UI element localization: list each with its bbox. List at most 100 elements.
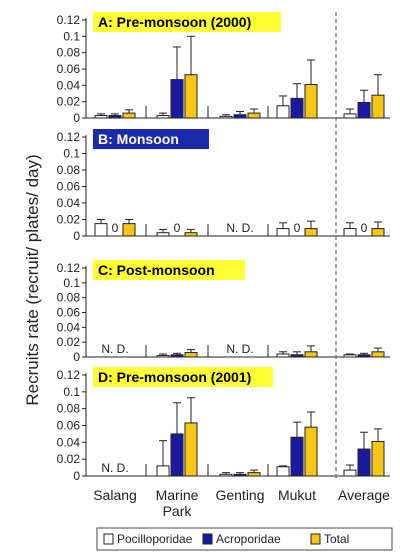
x-category-label: Mukut: [278, 487, 316, 503]
y-tick-label: 0.12: [57, 13, 81, 27]
bar-total: [247, 112, 261, 119]
bar-total: [304, 351, 318, 358]
bar-acroporidae: [233, 114, 247, 119]
bar-pocilloporidae: [156, 355, 170, 358]
bar-pocilloporidae: [343, 354, 357, 358]
panel-title-highlight: [93, 260, 245, 280]
x-category-label: Average: [338, 487, 390, 503]
bar-total: [122, 223, 136, 237]
bar-acroporidae: [170, 433, 184, 477]
bar-total: [304, 228, 318, 237]
zero-label: 0: [294, 221, 301, 235]
y-tick-label: 0.08: [57, 163, 81, 177]
bar-acroporidae: [290, 436, 304, 477]
y-tick-label: 0.1: [63, 276, 80, 290]
legend-label: Acroporidae: [216, 532, 281, 546]
y-tick-label: 0.1: [63, 29, 80, 43]
bar-pocilloporidae: [343, 113, 357, 119]
bar-pocilloporidae: [276, 228, 290, 237]
y-tick-label: 0: [73, 111, 80, 125]
panel-title: D: Pre-monsoon (2001): [98, 369, 251, 385]
bar-pocilloporidae: [276, 466, 290, 477]
bar-acroporidae: [290, 354, 304, 358]
y-tick-label: 0.04: [57, 435, 81, 449]
y-tick-label: 0.12: [57, 130, 81, 144]
panel-title: B: Monsoon: [98, 131, 179, 147]
bar-acroporidae: [357, 354, 371, 358]
bar-acroporidae: [290, 97, 304, 119]
y-tick-label: 0.06: [57, 180, 81, 194]
chart-panels: 00.020.040.060.080.10.12 A: Pre-monsoon (…: [57, 12, 390, 483]
bar-pocilloporidae: [276, 353, 290, 358]
x-category-label: Salang: [93, 487, 137, 503]
y-tick-label: 0.08: [57, 402, 81, 416]
panel-4: 0 0.02 0.04 0.06 0.08 0.1 0.12 D: Pre-monsoon (…: [57, 367, 390, 483]
legend-swatch-acroporidae: [202, 533, 213, 545]
y-tick-label: 0.12: [57, 368, 81, 382]
x-category-label: Genting: [215, 487, 264, 503]
y-tick-label: 0.02: [57, 452, 81, 466]
bar-pocilloporidae: [343, 469, 357, 477]
zero-label: 0: [112, 221, 119, 235]
y-tick-label: 0.12: [57, 261, 81, 275]
y-tick-label: 0.1: [63, 147, 80, 161]
panel-title-highlight: [93, 129, 209, 149]
bar-acroporidae: [170, 354, 184, 358]
y-tick-label: 0: [73, 229, 80, 243]
zero-label: 0: [174, 221, 181, 235]
legend-swatch-pocilloporidae: [103, 533, 114, 545]
panel-title-highlight: [93, 12, 281, 32]
bar-acroporidae: [233, 473, 247, 477]
y-tick-label: 0.08: [57, 291, 81, 305]
bar-acroporidae: [108, 115, 122, 119]
bar-total: [371, 228, 385, 237]
y-tick-label: 0.04: [57, 78, 81, 92]
panel-title-highlight: [93, 367, 273, 387]
bar-pocilloporidae: [276, 105, 290, 119]
panel-1: 0 0.02 0.04 0.06 0.08 0.1 0.12 A: Pre-monsoon (…: [57, 12, 390, 125]
x-category-label-line2: Park: [163, 503, 193, 519]
bar-pocilloporidae: [94, 223, 108, 237]
panel-2: 0 0.02 0.04 0.06 0.08 0.1 0.12 B: Monsoon 0 0 N. D…: [57, 129, 390, 243]
bar-total: [184, 352, 198, 358]
bar-pocilloporidae: [156, 232, 170, 237]
no-data-label: N. D.: [226, 221, 253, 235]
bar-pocilloporidae: [156, 115, 170, 119]
bar-acroporidae: [170, 79, 184, 119]
y-tick-label: 0.06: [57, 419, 81, 433]
bar-pocilloporidae: [219, 473, 233, 477]
y-tick-label: 0.02: [57, 95, 81, 109]
bar-pocilloporidae: [219, 115, 233, 119]
panel-title: C: Post-monsoon: [98, 262, 215, 278]
bar-total: [184, 232, 198, 237]
y-axis-label: Recruits rate (recruit/ plates/ day): [23, 154, 42, 405]
panel-title: A: Pre-monsoon (2000): [98, 14, 251, 30]
legend: Pocilloporidae Acroporidae Total: [96, 527, 393, 551]
bar-acroporidae: [357, 101, 371, 119]
no-data-label: N. D.: [226, 342, 253, 356]
y-tick-label: 0.08: [57, 46, 81, 60]
x-category-label: Marine: [156, 487, 199, 503]
no-data-label: N. D.: [101, 342, 128, 356]
y-tick-label: 0: [73, 350, 80, 364]
zero-label: 0: [361, 221, 368, 235]
bar-total: [304, 426, 318, 477]
bar-total: [304, 84, 318, 119]
y-tick-label: 0.04: [57, 196, 81, 210]
bar-pocilloporidae: [156, 465, 170, 477]
no-data-label: N. D.: [101, 461, 128, 475]
bar-acroporidae: [357, 448, 371, 477]
legend-label: Pocilloporidae: [117, 532, 193, 546]
bar-pocilloporidae: [94, 115, 108, 119]
bar-total: [122, 112, 136, 119]
y-tick-label: 0: [73, 469, 80, 483]
y-tick-label: 0.02: [57, 335, 81, 349]
bar-total: [371, 94, 385, 119]
bar-total: [184, 74, 198, 119]
bar-pocilloporidae: [343, 228, 357, 237]
legend-swatch-total: [310, 533, 321, 545]
y-tick-label: 0.06: [57, 306, 81, 320]
legend-label: Total: [324, 532, 349, 546]
